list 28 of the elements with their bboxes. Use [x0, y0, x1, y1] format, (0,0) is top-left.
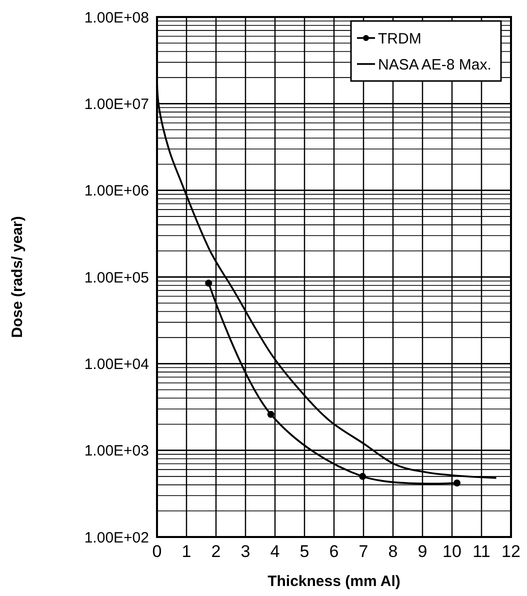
x-tick-label: 1 [182, 542, 192, 561]
y-tick-label: 1.00E+05 [84, 269, 149, 286]
y-tick-label: 1.00E+07 [84, 96, 149, 113]
legend-label: NASA AE-8 Max. [378, 56, 492, 74]
point [267, 410, 274, 418]
x-tick-label: 0 [152, 542, 162, 561]
legend-label: TRDM [378, 30, 422, 48]
x-axis-title: Thickness (mm Al) [268, 573, 400, 590]
y-axis-title: Dose (rads/ year) [9, 216, 26, 338]
x-tick-label: 10 [442, 542, 462, 561]
point [359, 472, 366, 480]
x-tick-label: 3 [240, 542, 250, 561]
y-tick-label: 1.00E+02 [84, 529, 149, 546]
y-tick-label: 1.00E+04 [84, 356, 149, 373]
y-tick-label: 1.00E+03 [84, 442, 149, 460]
y-tick-label: 1.00E+08 [84, 9, 149, 26]
point [454, 479, 461, 486]
x-tick-label: 9 [418, 542, 428, 561]
x-tick-label: 6 [329, 542, 339, 561]
x-tick-label: 11 [472, 542, 490, 561]
x-tick-label: 8 [388, 542, 398, 561]
x-tick-label: 4 [270, 542, 280, 561]
x-tick-label: 12 [502, 542, 520, 561]
x-tick-label: 7 [358, 542, 368, 561]
x-tick-label: 2 [211, 542, 221, 561]
y-tick-label: 1.00E+06 [84, 182, 149, 200]
point [205, 280, 212, 287]
x-tick-label: 5 [300, 542, 310, 561]
